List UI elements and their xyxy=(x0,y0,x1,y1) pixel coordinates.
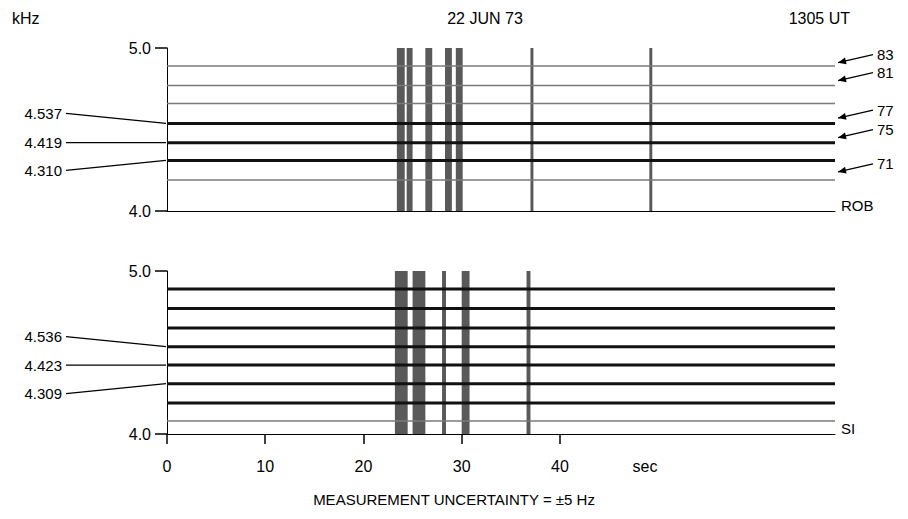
svg-text:4.423: 4.423 xyxy=(24,357,62,374)
svg-text:4.419: 4.419 xyxy=(24,134,62,151)
svg-text:71: 71 xyxy=(877,155,894,172)
svg-text:sec: sec xyxy=(632,458,657,475)
svg-text:SI: SI xyxy=(841,420,855,437)
svg-text:75: 75 xyxy=(877,121,894,138)
svg-text:4.0: 4.0 xyxy=(129,426,151,443)
svg-text:40: 40 xyxy=(551,458,569,475)
svg-text:4.310: 4.310 xyxy=(24,162,62,179)
svg-text:83: 83 xyxy=(877,46,894,63)
svg-text:ROB: ROB xyxy=(841,197,874,214)
svg-text:22 JUN 73: 22 JUN 73 xyxy=(447,10,523,27)
svg-text:4.309: 4.309 xyxy=(24,385,62,402)
svg-text:5.0: 5.0 xyxy=(129,263,151,280)
svg-text:20: 20 xyxy=(355,458,373,475)
svg-text:4.536: 4.536 xyxy=(24,328,62,345)
svg-text:4.537: 4.537 xyxy=(24,105,62,122)
svg-text:4.0: 4.0 xyxy=(129,203,151,220)
svg-text:5.0: 5.0 xyxy=(129,40,151,57)
svg-text:0: 0 xyxy=(163,458,172,475)
svg-text:77: 77 xyxy=(877,102,894,119)
svg-text:kHz: kHz xyxy=(12,10,40,27)
svg-text:10: 10 xyxy=(256,458,274,475)
svg-text:1305 UT: 1305 UT xyxy=(789,10,851,27)
svg-text:81: 81 xyxy=(877,64,894,81)
svg-text:30: 30 xyxy=(453,458,471,475)
svg-text:MEASUREMENT UNCERTAINTY = ±5 H: MEASUREMENT UNCERTAINTY = ±5 Hz xyxy=(313,491,595,508)
